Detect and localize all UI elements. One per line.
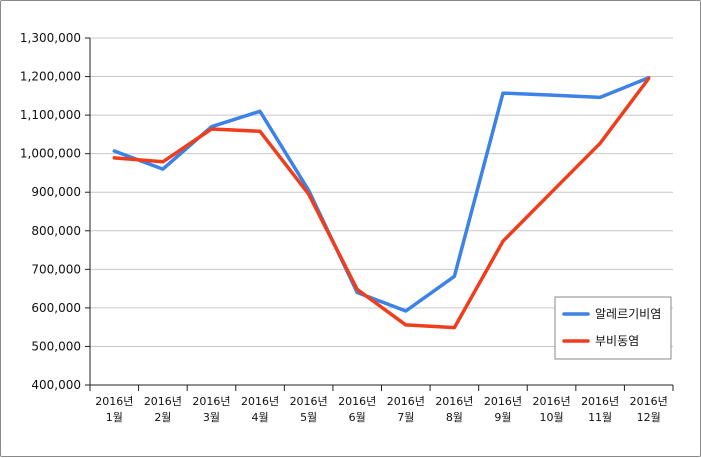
legend-label: 알레르기비염 [595, 307, 661, 321]
x-tick-label: 2016년 6월 [338, 395, 376, 424]
x-tick-label: 2016년 2월 [144, 395, 182, 424]
legend-label: 부비동염 [595, 334, 639, 348]
legend-box [554, 296, 672, 360]
series-line-1 [112, 75, 651, 313]
y-tick-label: 600,000 [31, 301, 81, 315]
x-tick-label: 2016년 1월 [95, 395, 133, 424]
series-lines [112, 75, 651, 330]
x-tick-label: 2016년 7월 [387, 395, 425, 424]
x-tick-labels: 2016년 1월 2016년 2월 2016년 3월 2016년 4월 2016년 5월 2016년… [95, 395, 668, 424]
y-tick-label: 1,200,000 [20, 70, 81, 84]
x-tick-label: 2016년 3월 [192, 395, 230, 424]
x-tick-label: 2016년 8월 [435, 395, 473, 424]
gridlines [90, 37, 673, 347]
x-tick-label: 2016년 5월 [290, 395, 328, 424]
y-tick-label: 1,300,000 [20, 31, 81, 45]
y-tick-label: 800,000 [31, 224, 81, 238]
axes [85, 37, 674, 391]
y-tick-label: 700,000 [31, 262, 81, 276]
x-tick-label: 2016년 9월 [484, 395, 522, 424]
series-line-2 [112, 76, 651, 330]
y-tick-labels: 400,000 500,000 600,000 700,000 800,000 900,0… [20, 31, 81, 392]
y-tick-label: 500,000 [31, 339, 81, 353]
x-tick-label: 2016년 12월 [630, 395, 668, 424]
x-tick-label: 2016년 4월 [241, 395, 279, 424]
y-tick-label: 1,100,000 [20, 108, 81, 122]
x-tick-label: 2016년 10월 [532, 395, 570, 424]
x-tick-label: 2016년 11월 [581, 395, 619, 424]
y-tick-label: 1,000,000 [20, 147, 81, 161]
y-tick-label: 900,000 [31, 185, 81, 199]
y-tick-label: 400,000 [31, 378, 81, 392]
